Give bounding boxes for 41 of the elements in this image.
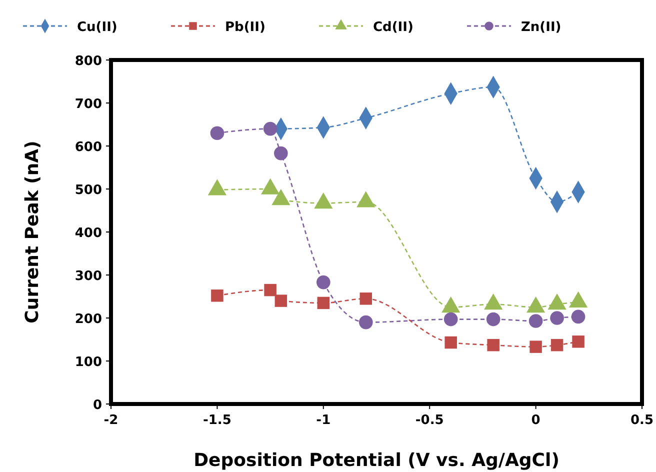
x-tick-label: 0 [531,413,540,428]
point [264,284,276,296]
point [210,126,224,140]
y-tick-label: 200 [74,312,102,327]
legend-label: Pb(II) [225,20,266,35]
x-axis-title: Deposition Potential (V vs. Ag/AgCl) [194,450,560,471]
point [571,310,586,324]
point [358,315,373,330]
point [444,312,458,326]
y-tick-label: 700 [74,97,102,112]
y-tick-label: 800 [74,54,102,69]
point [274,294,288,307]
y-tick-label: 500 [74,183,102,198]
point [360,292,372,305]
x-tick-label: -0.5 [415,413,444,428]
x-tick-label: -1.5 [202,413,232,428]
y-tick-label: 100 [74,355,102,370]
point [211,290,224,302]
legend-label: Zn(II) [521,20,562,35]
point [550,338,564,352]
point [486,312,500,326]
x-tick-label: -1 [316,413,331,428]
point [444,336,457,349]
legend-label: Cu(II) [77,20,118,35]
legend-label: Cd(II) [373,20,414,35]
x-tick-label: -2 [104,413,118,428]
point [317,296,330,310]
point [487,338,500,352]
x-tick-label: 0.5 [630,413,654,428]
point [550,311,564,325]
point [316,275,330,290]
point [528,314,543,328]
point [274,146,288,160]
point [530,340,542,353]
y-axis-title: Current Peak (nA) [22,140,43,324]
point [572,336,584,348]
y-tick-label: 400 [74,226,102,241]
y-tick-label: 600 [74,140,102,155]
y-tick-label: 0 [92,398,102,413]
y-tick-label: 300 [74,269,102,284]
point [263,122,278,136]
